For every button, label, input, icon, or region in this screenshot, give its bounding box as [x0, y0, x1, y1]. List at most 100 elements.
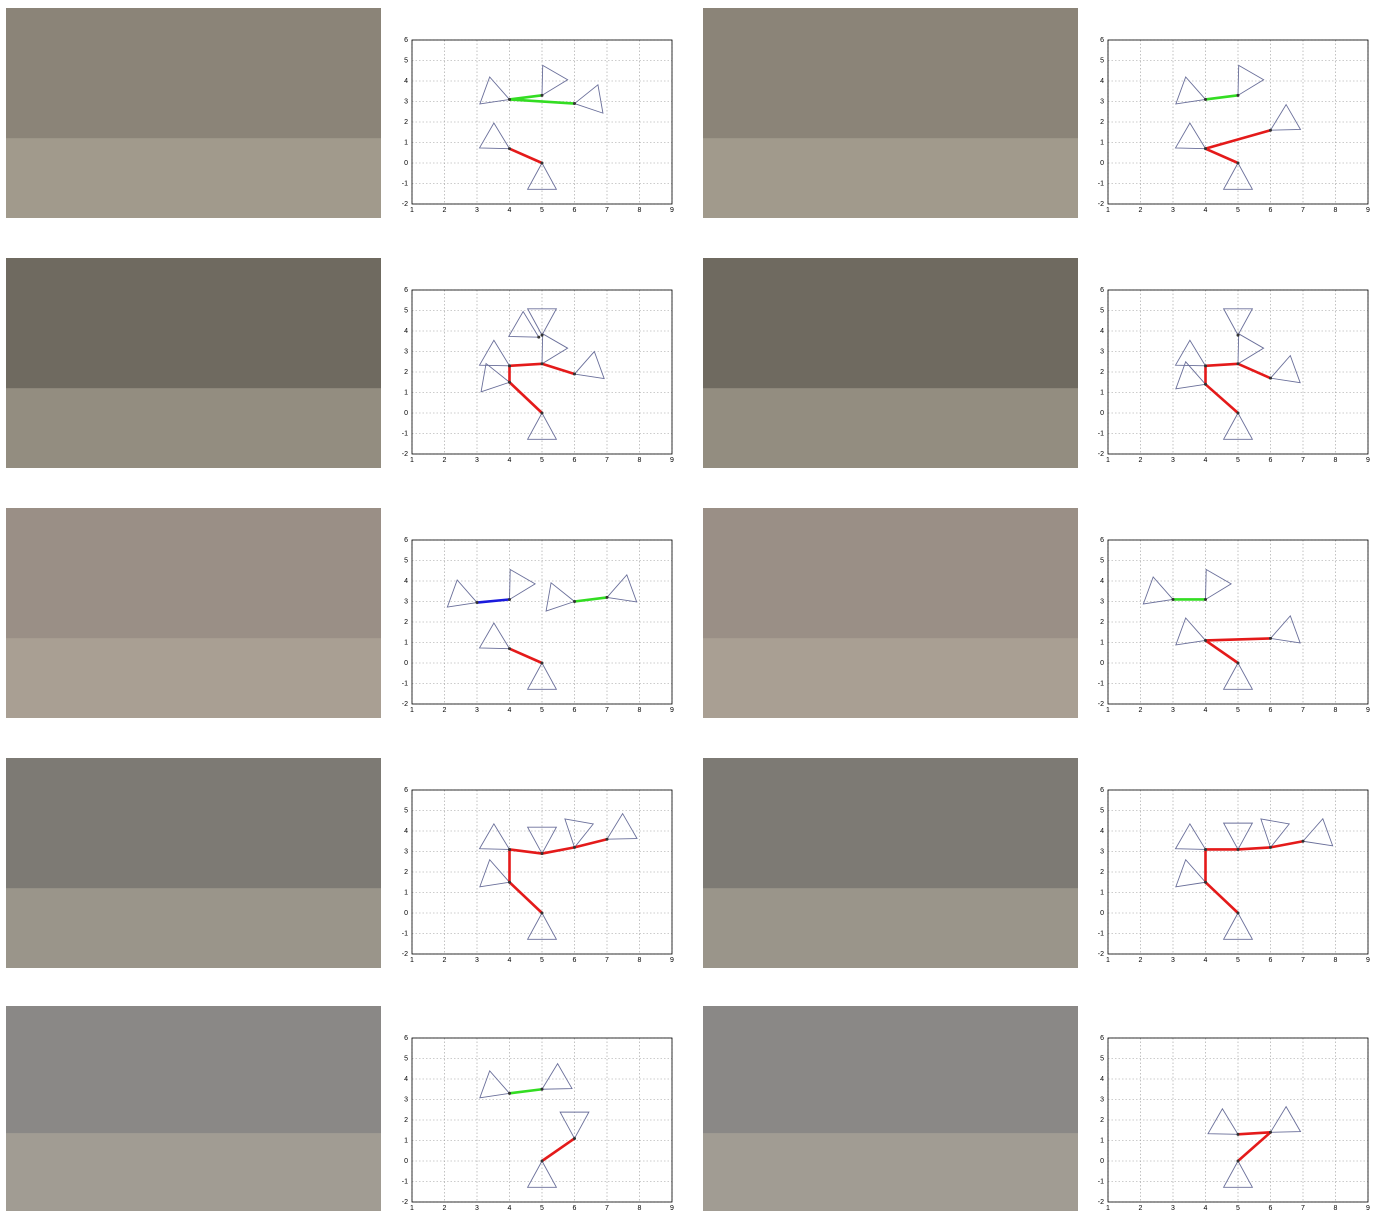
person-dot [1204, 880, 1207, 884]
y-tick-label: -2 [402, 1199, 408, 1206]
person-dot [573, 845, 576, 849]
person-dot [573, 372, 576, 376]
y-tick-label: -1 [1098, 1178, 1104, 1185]
x-tick-label: 5 [1236, 457, 1240, 464]
person-cone [1174, 822, 1207, 850]
x-tick-label: 6 [573, 457, 577, 464]
person-cone [1175, 858, 1207, 888]
person-dot [1204, 638, 1207, 642]
person-dot [540, 362, 544, 366]
x-tick-label: 6 [1269, 1205, 1273, 1211]
y-tick-label: 4 [404, 328, 408, 335]
group-link [509, 1087, 543, 1095]
group-link [1270, 839, 1304, 849]
photo-floor [703, 1133, 1078, 1211]
person-cone [1222, 412, 1254, 440]
person-cone [526, 1160, 558, 1188]
x-tick-label: 8 [638, 207, 642, 214]
y-tick-label: -1 [402, 430, 408, 437]
y-tick-label: 4 [404, 78, 408, 85]
person-dot [1269, 845, 1272, 849]
group-link [1204, 147, 1239, 165]
y-tick-label: 0 [404, 410, 408, 417]
y-tick-label: 1 [404, 139, 408, 146]
x-tick-label: 2 [1139, 207, 1143, 214]
x-tick-label: 8 [1334, 957, 1338, 964]
group-link [1205, 362, 1239, 368]
person-cone [479, 1069, 511, 1099]
person-cone [606, 812, 638, 840]
person-cone [509, 568, 537, 601]
x-tick-label: 6 [573, 957, 577, 964]
person-cone [507, 310, 540, 338]
x-tick-label: 9 [670, 707, 674, 714]
y-tick-label: 6 [404, 787, 408, 794]
axes-box [1107, 289, 1369, 455]
x-tick-label: 3 [475, 1205, 479, 1211]
y-tick-label: 5 [1100, 557, 1104, 564]
y-tick-label: 0 [1100, 160, 1104, 167]
y-tick-label: 0 [404, 160, 408, 167]
person-dot [508, 1091, 511, 1095]
person-dot [508, 364, 511, 368]
y-tick-label: -2 [402, 951, 408, 958]
person-dot [1269, 636, 1272, 640]
y-tick-label: 3 [1100, 848, 1104, 855]
person-dot [540, 93, 544, 97]
y-tick-label: -1 [1098, 930, 1104, 937]
x-tick-label: 1 [410, 707, 414, 714]
x-tick-label: 4 [1204, 957, 1208, 964]
person-cone [1175, 617, 1207, 646]
person-cone [526, 412, 558, 440]
y-tick-label: 4 [404, 578, 408, 585]
person-cone [1222, 822, 1254, 851]
person-dot [1236, 333, 1240, 337]
y-tick-label: 2 [1100, 619, 1104, 626]
x-tick-label: 1 [1106, 957, 1110, 964]
x-tick-label: 2 [1139, 1205, 1143, 1211]
x-tick-label: 8 [638, 707, 642, 714]
photo-floor [6, 638, 381, 718]
y-tick-label: 3 [1100, 98, 1104, 105]
person-dot [508, 380, 511, 384]
person-dot [605, 595, 609, 599]
x-tick-label: 3 [1171, 1205, 1175, 1211]
y-tick-label: 5 [404, 307, 408, 314]
person-cone [526, 912, 558, 940]
person-cone [1237, 64, 1265, 97]
y-tick-label: 1 [1100, 889, 1104, 896]
x-tick-label: 5 [1236, 707, 1240, 714]
person-dot [508, 847, 511, 851]
group-link [574, 837, 608, 849]
group-link [1237, 1131, 1272, 1162]
y-tick-label: 2 [1100, 869, 1104, 876]
person-cone [606, 574, 638, 603]
person-cone [478, 122, 511, 150]
person-cone [1207, 1107, 1239, 1135]
y-tick-label: 5 [404, 1055, 408, 1062]
x-tick-label: 5 [1236, 957, 1240, 964]
y-tick-label: 5 [404, 57, 408, 64]
photo-floor [703, 138, 1078, 218]
x-tick-label: 2 [443, 1205, 447, 1211]
y-tick-label: 3 [1100, 1096, 1104, 1103]
person-cone [1269, 103, 1302, 131]
x-tick-label: 9 [1366, 1205, 1370, 1211]
y-tick-label: 6 [404, 1035, 408, 1042]
person-cone [479, 76, 511, 105]
y-tick-label: 6 [1100, 287, 1104, 294]
person-cone [479, 858, 511, 888]
y-tick-label: 3 [1100, 348, 1104, 355]
y-tick-label: -2 [1098, 701, 1104, 708]
person-cone [1222, 308, 1254, 337]
group-link [541, 1137, 576, 1163]
y-tick-label: 0 [404, 910, 408, 917]
y-tick-label: 1 [1100, 639, 1104, 646]
y-tick-label: 0 [1100, 1158, 1104, 1165]
person-cone [526, 308, 558, 337]
y-tick-label: -2 [402, 201, 408, 208]
person-cone [1302, 817, 1334, 847]
y-tick-label: 0 [1100, 410, 1104, 417]
person-cone [1174, 122, 1207, 150]
x-tick-label: 4 [1204, 707, 1208, 714]
